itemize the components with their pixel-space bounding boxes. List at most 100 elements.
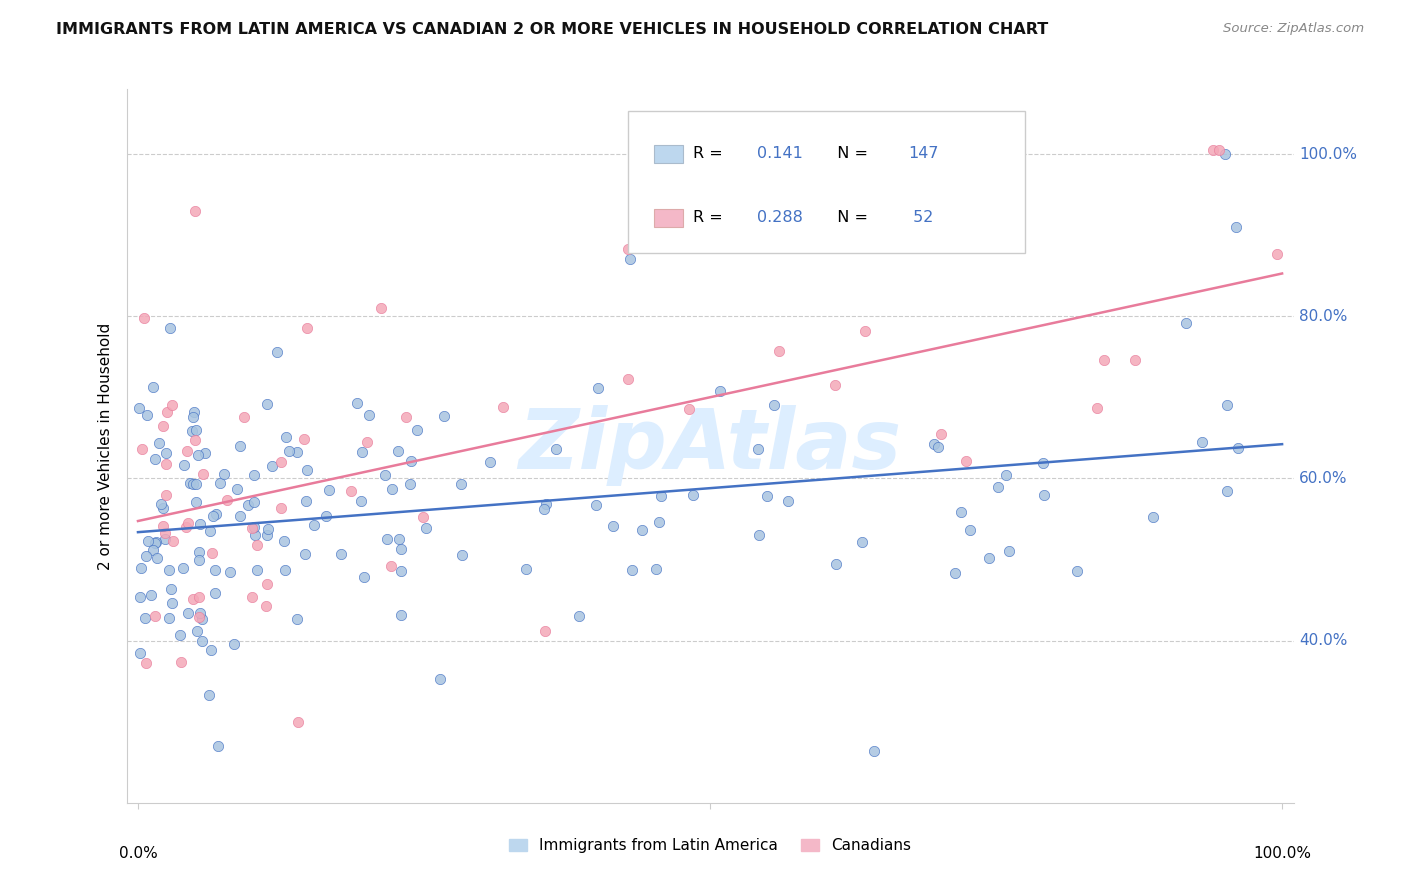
Point <box>181 591 204 606</box>
Point <box>387 443 409 458</box>
Point <box>274 563 297 577</box>
Point <box>186 477 208 491</box>
Point <box>184 494 207 508</box>
Point <box>148 436 170 450</box>
Point <box>186 624 208 639</box>
Point <box>238 498 260 512</box>
Text: 0.0%: 0.0% <box>118 846 157 861</box>
Point <box>292 432 315 446</box>
Point <box>346 395 368 409</box>
Point <box>143 536 166 550</box>
Point <box>1226 441 1249 455</box>
Point <box>256 397 278 411</box>
Point <box>134 611 156 625</box>
Point <box>136 408 159 422</box>
Point <box>145 534 167 549</box>
Point <box>678 402 700 417</box>
FancyBboxPatch shape <box>628 111 1025 253</box>
Point <box>863 743 886 757</box>
Point <box>389 542 412 557</box>
Point <box>1191 435 1213 450</box>
Point <box>778 494 800 508</box>
Point <box>398 477 420 491</box>
Point <box>135 549 157 563</box>
Point <box>162 399 184 413</box>
Point <box>273 533 295 548</box>
Point <box>929 427 952 442</box>
Point <box>198 524 221 538</box>
Point <box>1213 147 1236 161</box>
Point <box>142 380 165 394</box>
Text: R =: R = <box>693 146 727 161</box>
Point <box>451 548 474 562</box>
Text: 100.0%: 100.0% <box>1299 146 1357 161</box>
Point <box>218 565 240 579</box>
Text: 40.0%: 40.0% <box>1299 633 1348 648</box>
Point <box>1092 352 1115 367</box>
Point <box>546 442 568 457</box>
Point <box>155 446 177 460</box>
Point <box>217 493 239 508</box>
Point <box>381 483 404 497</box>
Point <box>184 434 207 448</box>
Point <box>188 545 211 559</box>
Point <box>257 522 280 536</box>
Point <box>645 562 668 576</box>
Point <box>153 532 176 546</box>
Point <box>374 467 396 482</box>
Point <box>212 467 235 481</box>
Point <box>200 642 222 657</box>
Point <box>922 437 945 451</box>
Point <box>1216 483 1239 498</box>
Point <box>755 489 778 503</box>
Text: ZipAtlas: ZipAtlas <box>519 406 901 486</box>
Point <box>229 439 252 453</box>
Point <box>515 562 537 576</box>
Point <box>1202 143 1225 157</box>
Point <box>177 606 200 620</box>
Point <box>352 445 374 459</box>
Point <box>205 507 228 521</box>
Point <box>534 624 557 639</box>
Point <box>1085 401 1108 415</box>
Point <box>191 612 214 626</box>
Point <box>285 612 308 626</box>
Point <box>295 320 318 334</box>
Point <box>254 599 277 613</box>
Point <box>768 343 790 358</box>
Point <box>825 557 848 571</box>
Point <box>270 501 292 516</box>
Point <box>995 468 1018 483</box>
Point <box>763 398 786 412</box>
Point <box>204 586 226 600</box>
Point <box>450 476 472 491</box>
Point <box>630 523 652 537</box>
Point <box>155 404 177 418</box>
Point <box>135 657 157 671</box>
Point <box>146 551 169 566</box>
Point <box>1265 247 1288 261</box>
Text: IMMIGRANTS FROM LATIN AMERICA VS CANADIAN 2 OR MORE VEHICLES IN HOUSEHOLD CORREL: IMMIGRANTS FROM LATIN AMERICA VS CANADIA… <box>56 22 1049 37</box>
Point <box>129 646 152 660</box>
Point <box>240 520 263 534</box>
Point <box>177 516 200 530</box>
Point <box>139 588 162 602</box>
Point <box>277 443 299 458</box>
Point <box>187 610 209 624</box>
Point <box>294 547 316 561</box>
Text: R =: R = <box>693 211 727 226</box>
Point <box>568 608 591 623</box>
Point <box>179 475 201 490</box>
Text: Source: ZipAtlas.com: Source: ZipAtlas.com <box>1223 22 1364 36</box>
Point <box>170 655 193 669</box>
Point <box>191 467 214 481</box>
Point <box>150 497 173 511</box>
Point <box>987 479 1010 493</box>
Y-axis label: 2 or more Vehicles in Household: 2 or more Vehicles in Household <box>98 322 114 570</box>
Point <box>478 455 501 469</box>
Point <box>602 519 624 533</box>
Point <box>129 561 152 575</box>
Point <box>194 445 217 459</box>
Point <box>304 518 326 533</box>
Point <box>943 566 966 580</box>
